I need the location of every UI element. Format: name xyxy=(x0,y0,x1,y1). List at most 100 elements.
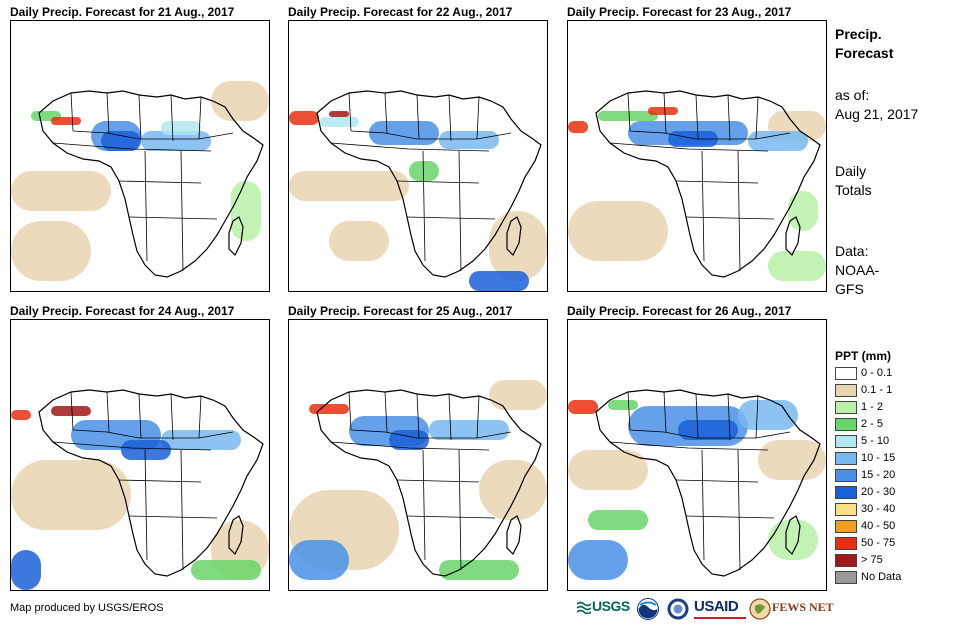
fewsnet-text: FEWS NET xyxy=(772,600,834,614)
precip-area xyxy=(11,171,111,211)
africa-map xyxy=(289,380,547,580)
country-borders xyxy=(52,391,234,571)
legend-label: 0 - 0.1 xyxy=(861,367,893,379)
usgs-text: USGS xyxy=(592,598,630,614)
precip-area xyxy=(101,131,141,151)
forecast-map-4 xyxy=(10,319,270,591)
precip-area xyxy=(469,271,529,291)
coastline xyxy=(785,515,801,556)
forecast-map-6 xyxy=(567,319,827,591)
precip-area xyxy=(11,221,91,281)
legend-swatch xyxy=(835,435,857,448)
legend-swatch xyxy=(835,503,857,516)
coastline xyxy=(228,515,244,556)
asof-block: as of: Aug 21, 2017 xyxy=(835,86,918,124)
precip-area xyxy=(121,440,171,460)
legend-swatch xyxy=(835,554,857,567)
panel-title: Daily Precip. Forecast for 26 Aug., 2017 xyxy=(567,304,792,318)
usaid-logo: USAID xyxy=(694,596,748,622)
legend-label: 50 - 75 xyxy=(861,537,896,549)
precip-area xyxy=(648,107,678,115)
legend-label: 30 - 40 xyxy=(861,503,896,515)
usaid-rule xyxy=(694,617,746,619)
precip-area xyxy=(161,121,201,135)
precip-area xyxy=(568,121,588,133)
panel-title: Daily Precip. Forecast for 23 Aug., 2017 xyxy=(567,5,792,19)
legend-label: 10 - 15 xyxy=(861,452,896,464)
map-credit: Map produced by USGS/EROS xyxy=(10,602,164,614)
legend-label: No Data xyxy=(861,571,902,583)
totals-line2: Totals xyxy=(835,182,872,198)
usgs-logo: USGS xyxy=(577,596,630,622)
precip-area xyxy=(289,171,409,201)
forecast-map-3 xyxy=(567,20,827,292)
precip-area xyxy=(568,540,628,580)
coastline xyxy=(785,216,801,257)
forecast-map-5 xyxy=(288,319,548,591)
usgs-wave-icon xyxy=(577,601,591,614)
precip-area xyxy=(568,400,598,414)
legend-label: 40 - 50 xyxy=(861,520,896,532)
africa-map xyxy=(289,90,547,291)
country-borders xyxy=(52,92,234,272)
legend-label: 20 - 30 xyxy=(861,486,896,498)
legend-title: PPT (mm) xyxy=(835,349,892,363)
legend-label: 0.1 - 1 xyxy=(861,384,893,396)
data-source-block: Data: NOAA- GFS xyxy=(835,242,879,299)
seal-icon xyxy=(667,598,689,620)
legend-swatch xyxy=(835,469,857,482)
precip-area xyxy=(211,81,269,121)
coastline xyxy=(595,90,821,278)
precip-area xyxy=(329,111,349,117)
sidebar-title-line1: Precip. xyxy=(835,26,882,42)
precip-area xyxy=(289,540,349,580)
legend-swatch xyxy=(835,537,857,550)
forecast-map-1 xyxy=(10,20,270,292)
fewsnet-logo: FEWS NET xyxy=(749,596,834,622)
legend-swatch xyxy=(835,384,857,397)
precip-area xyxy=(568,201,668,261)
country-borders xyxy=(609,391,791,571)
country-borders xyxy=(609,92,791,272)
coastline xyxy=(228,216,244,257)
usaid-text: USAID xyxy=(694,598,739,615)
precip-area xyxy=(429,420,509,440)
panel-title: Daily Precip. Forecast for 24 Aug., 2017 xyxy=(10,304,235,318)
fewsnet-globe-icon xyxy=(749,598,771,620)
precip-area xyxy=(439,560,519,580)
precip-area xyxy=(231,181,261,241)
asof-date: Aug 21, 2017 xyxy=(835,106,919,122)
totals-block: Daily Totals xyxy=(835,162,872,200)
country-borders xyxy=(330,92,512,272)
data-line1: Data: xyxy=(835,243,869,259)
precip-area xyxy=(161,430,241,450)
legend-label: 15 - 20 xyxy=(861,469,896,481)
country-borders xyxy=(330,391,512,571)
precip-area xyxy=(678,420,738,440)
coastline xyxy=(38,389,264,577)
precip-area xyxy=(738,400,798,430)
precip-area xyxy=(598,111,658,121)
precip-area xyxy=(788,191,818,231)
legend-swatch xyxy=(835,452,857,465)
panel-title: Daily Precip. Forecast for 22 Aug., 2017 xyxy=(288,5,513,19)
africa-map xyxy=(568,389,826,580)
legend-label: > 75 xyxy=(861,554,883,566)
precip-area xyxy=(329,221,389,261)
forecast-map-2 xyxy=(288,20,548,292)
precip-area xyxy=(668,131,718,147)
legend-label: 1 - 2 xyxy=(861,401,884,413)
coastline xyxy=(316,389,542,577)
precip-area xyxy=(141,131,211,151)
precip-area xyxy=(309,404,349,414)
seal-logo xyxy=(667,596,691,622)
precip-area xyxy=(11,460,131,530)
panel-title: Daily Precip. Forecast for 21 Aug., 2017 xyxy=(10,5,235,19)
panel-title: Daily Precip. Forecast for 25 Aug., 2017 xyxy=(288,304,513,318)
data-line3: GFS xyxy=(835,281,864,297)
coastline xyxy=(506,216,522,257)
precip-area xyxy=(289,111,319,125)
asof-label: as of: xyxy=(835,87,870,103)
legend-swatch xyxy=(835,486,857,499)
legend-label: 2 - 5 xyxy=(861,418,884,430)
